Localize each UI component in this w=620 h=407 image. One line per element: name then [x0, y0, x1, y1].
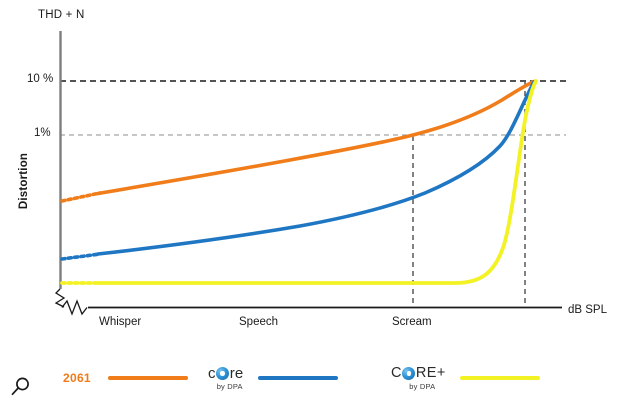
coreplus-logo-o-disc — [402, 366, 416, 380]
legend-item-core[interactable]: c re by DPA — [208, 363, 339, 393]
x-axis-break-zigzag — [61, 299, 88, 316]
core-logo: c re by DPA — [208, 366, 243, 391]
x-tick-label-scream: Scream — [392, 316, 432, 328]
y-tick-label-1-percent: 1% — [34, 127, 51, 139]
legend-item-2061[interactable]: 2061 — [63, 363, 188, 393]
core-logo-letter-c: c — [208, 364, 216, 382]
series-line-2061 — [96, 79, 536, 196]
series-line-coreplus — [96, 79, 538, 285]
legend-swatch-core — [258, 376, 339, 380]
legend-item-coreplus[interactable]: C RE+ by DPA — [391, 363, 540, 393]
legend-label-2061: 2061 — [63, 371, 91, 385]
core-logo-byline: by DPA — [216, 381, 243, 391]
legend-swatch-coreplus — [459, 376, 540, 380]
y-axis-break-zigzag — [54, 288, 66, 308]
x-axis-label: dB SPL — [568, 304, 607, 316]
coreplus-logo: C RE+ by DPA — [391, 366, 446, 390]
legend-swatch-2061 — [107, 376, 188, 380]
y-axis-title: THD + N — [38, 9, 85, 21]
series-line-core — [96, 80, 536, 256]
core-logo-wordmark: c re — [208, 366, 243, 381]
y-tick-label-10-percent: 10 % — [27, 73, 54, 85]
coreplus-logo-letters-replus: RE+ — [415, 365, 446, 381]
coreplus-logo-byline: by DPA — [409, 381, 436, 391]
magnifier-glyph — [11, 377, 29, 396]
coreplus-logo-wordmark: C RE+ — [391, 366, 446, 381]
series-line-2061-dashed — [60, 191, 102, 203]
chart-legend: 2061 c re by DPA C RE+ by DPA — [0, 360, 620, 407]
x-tick-label-speech: Speech — [239, 316, 279, 328]
core-logo-o-disc — [216, 366, 230, 380]
series-line-core-dashed — [60, 252, 102, 261]
core-logo-letters-re: re — [229, 364, 244, 382]
coreplus-logo-letter-c: C — [391, 365, 402, 381]
x-tick-label-whisper: Whisper — [99, 316, 142, 328]
y-axis-label: Distortion — [18, 152, 30, 210]
search-icon[interactable] — [8, 374, 34, 400]
